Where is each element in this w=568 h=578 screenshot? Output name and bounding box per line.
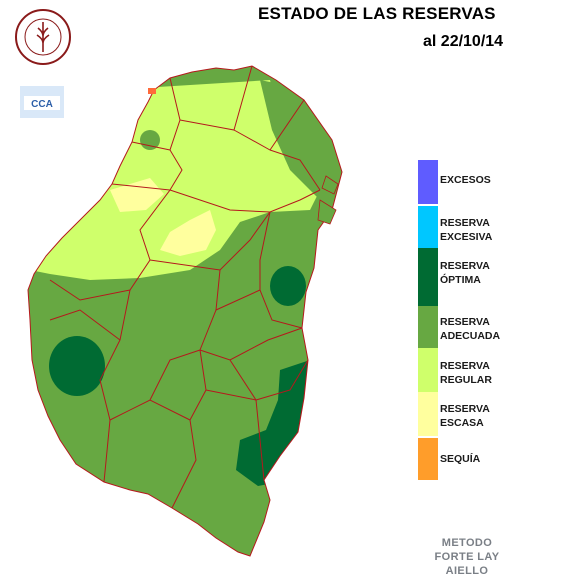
swatch-regular (418, 348, 438, 392)
swatch-adecuada (418, 306, 438, 348)
legend-item-excesos: EXCESOS (418, 160, 568, 208)
legend-item-excesiva: RESERVA EXCESIVA (418, 206, 568, 254)
legend-label: SEQUÍA (440, 453, 481, 465)
seco-spot (148, 88, 156, 94)
regular-zone (30, 80, 320, 280)
map-date: al 22/10/14 (423, 33, 504, 50)
map-title: ESTADO DE LAS RESERVAS (258, 4, 496, 23)
swatch-excesos (418, 160, 438, 204)
legend-label: RESERVA EXCESIVA (440, 217, 493, 243)
swatch-escasa (418, 392, 438, 436)
escasa-zone (160, 210, 216, 256)
entre-rios-map (27, 65, 343, 557)
adecuada-ne (260, 80, 342, 200)
legend-item-escasa: RESERVA ESCASA (418, 392, 568, 440)
legend-label: RESERVA ADECUADA (440, 316, 501, 342)
delta-islands (317, 175, 339, 225)
legend-item-regular: RESERVA REGULAR (418, 348, 568, 396)
swatch-excesiva (418, 206, 438, 248)
department-borders (27, 65, 343, 557)
swatch-sequia (418, 438, 438, 480)
optima-west (49, 336, 105, 396)
cca-logo: CCA (20, 86, 64, 118)
escasa-zone-2 (110, 178, 164, 212)
bolsa-cereales-logo (15, 9, 71, 65)
legend-label: RESERVA REGULAR (440, 360, 492, 386)
method-note: METODO FORTE LAY AIELLO (434, 537, 500, 577)
swatch-optima (418, 248, 438, 306)
legend-item-adecuada: RESERVA ADECUADA (418, 306, 568, 354)
legend-item-sequia: SEQUÍA (418, 438, 568, 486)
svg-text:CCA: CCA (31, 99, 53, 110)
legend-label: EXCESOS (440, 174, 491, 186)
optima-east (270, 266, 306, 306)
legend-label: RESERVA ESCASA (440, 403, 490, 429)
legend-item-optima: RESERVA ÓPTIMA (418, 248, 568, 306)
legend-label: RESERVA ÓPTIMA (440, 260, 490, 286)
